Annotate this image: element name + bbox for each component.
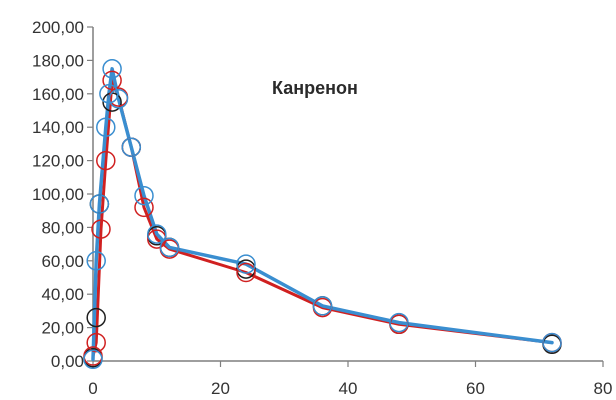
data-point [102, 59, 122, 79]
x-tick-label: 0 [88, 379, 97, 398]
y-tick-label: 80,00 [41, 218, 84, 237]
y-tick-label: 0,00 [51, 352, 84, 371]
y-tick-label: 120,00 [32, 152, 84, 171]
data-point [83, 349, 103, 370]
y-tick-label: 160,00 [32, 85, 84, 104]
y-tick-label: 100,00 [32, 185, 84, 204]
data-point [236, 262, 256, 283]
data-point [159, 237, 180, 258]
y-tick-label: 20,00 [41, 319, 84, 338]
x-tick-label: 80 [594, 379, 613, 398]
x-tick-label: 40 [339, 379, 358, 398]
data-point [134, 197, 154, 218]
x-tick-label: 60 [466, 379, 485, 398]
x-tick-label: 20 [211, 379, 230, 398]
series-line [91, 67, 554, 362]
data-point [96, 117, 116, 137]
data-point [542, 332, 562, 353]
data-point [236, 254, 256, 274]
tick-label-layer: 0,00 20,00 40,00 60,00 80,00 100,00 120,00 140,… [32, 18, 612, 398]
y-tick-label: 60,00 [41, 252, 84, 271]
data-point [312, 296, 333, 316]
data-point [89, 194, 110, 214]
data-point [86, 251, 106, 271]
data-point [96, 150, 116, 171]
y-tick-label: 180,00 [32, 51, 84, 70]
data-point [147, 224, 167, 244]
chart-title: Канренон [272, 78, 358, 98]
data-point [134, 185, 154, 206]
y-tick-label: 200,00 [32, 18, 84, 37]
data-point [86, 307, 106, 328]
data-point [121, 137, 142, 157]
data-point [99, 84, 119, 104]
series-layer [83, 59, 562, 370]
y-tick-label: 40,00 [41, 285, 84, 304]
data-point [108, 89, 129, 109]
data-point [91, 219, 111, 239]
data-point [389, 312, 409, 333]
y-tick-label: 140,00 [32, 118, 84, 137]
data-point [102, 70, 122, 91]
